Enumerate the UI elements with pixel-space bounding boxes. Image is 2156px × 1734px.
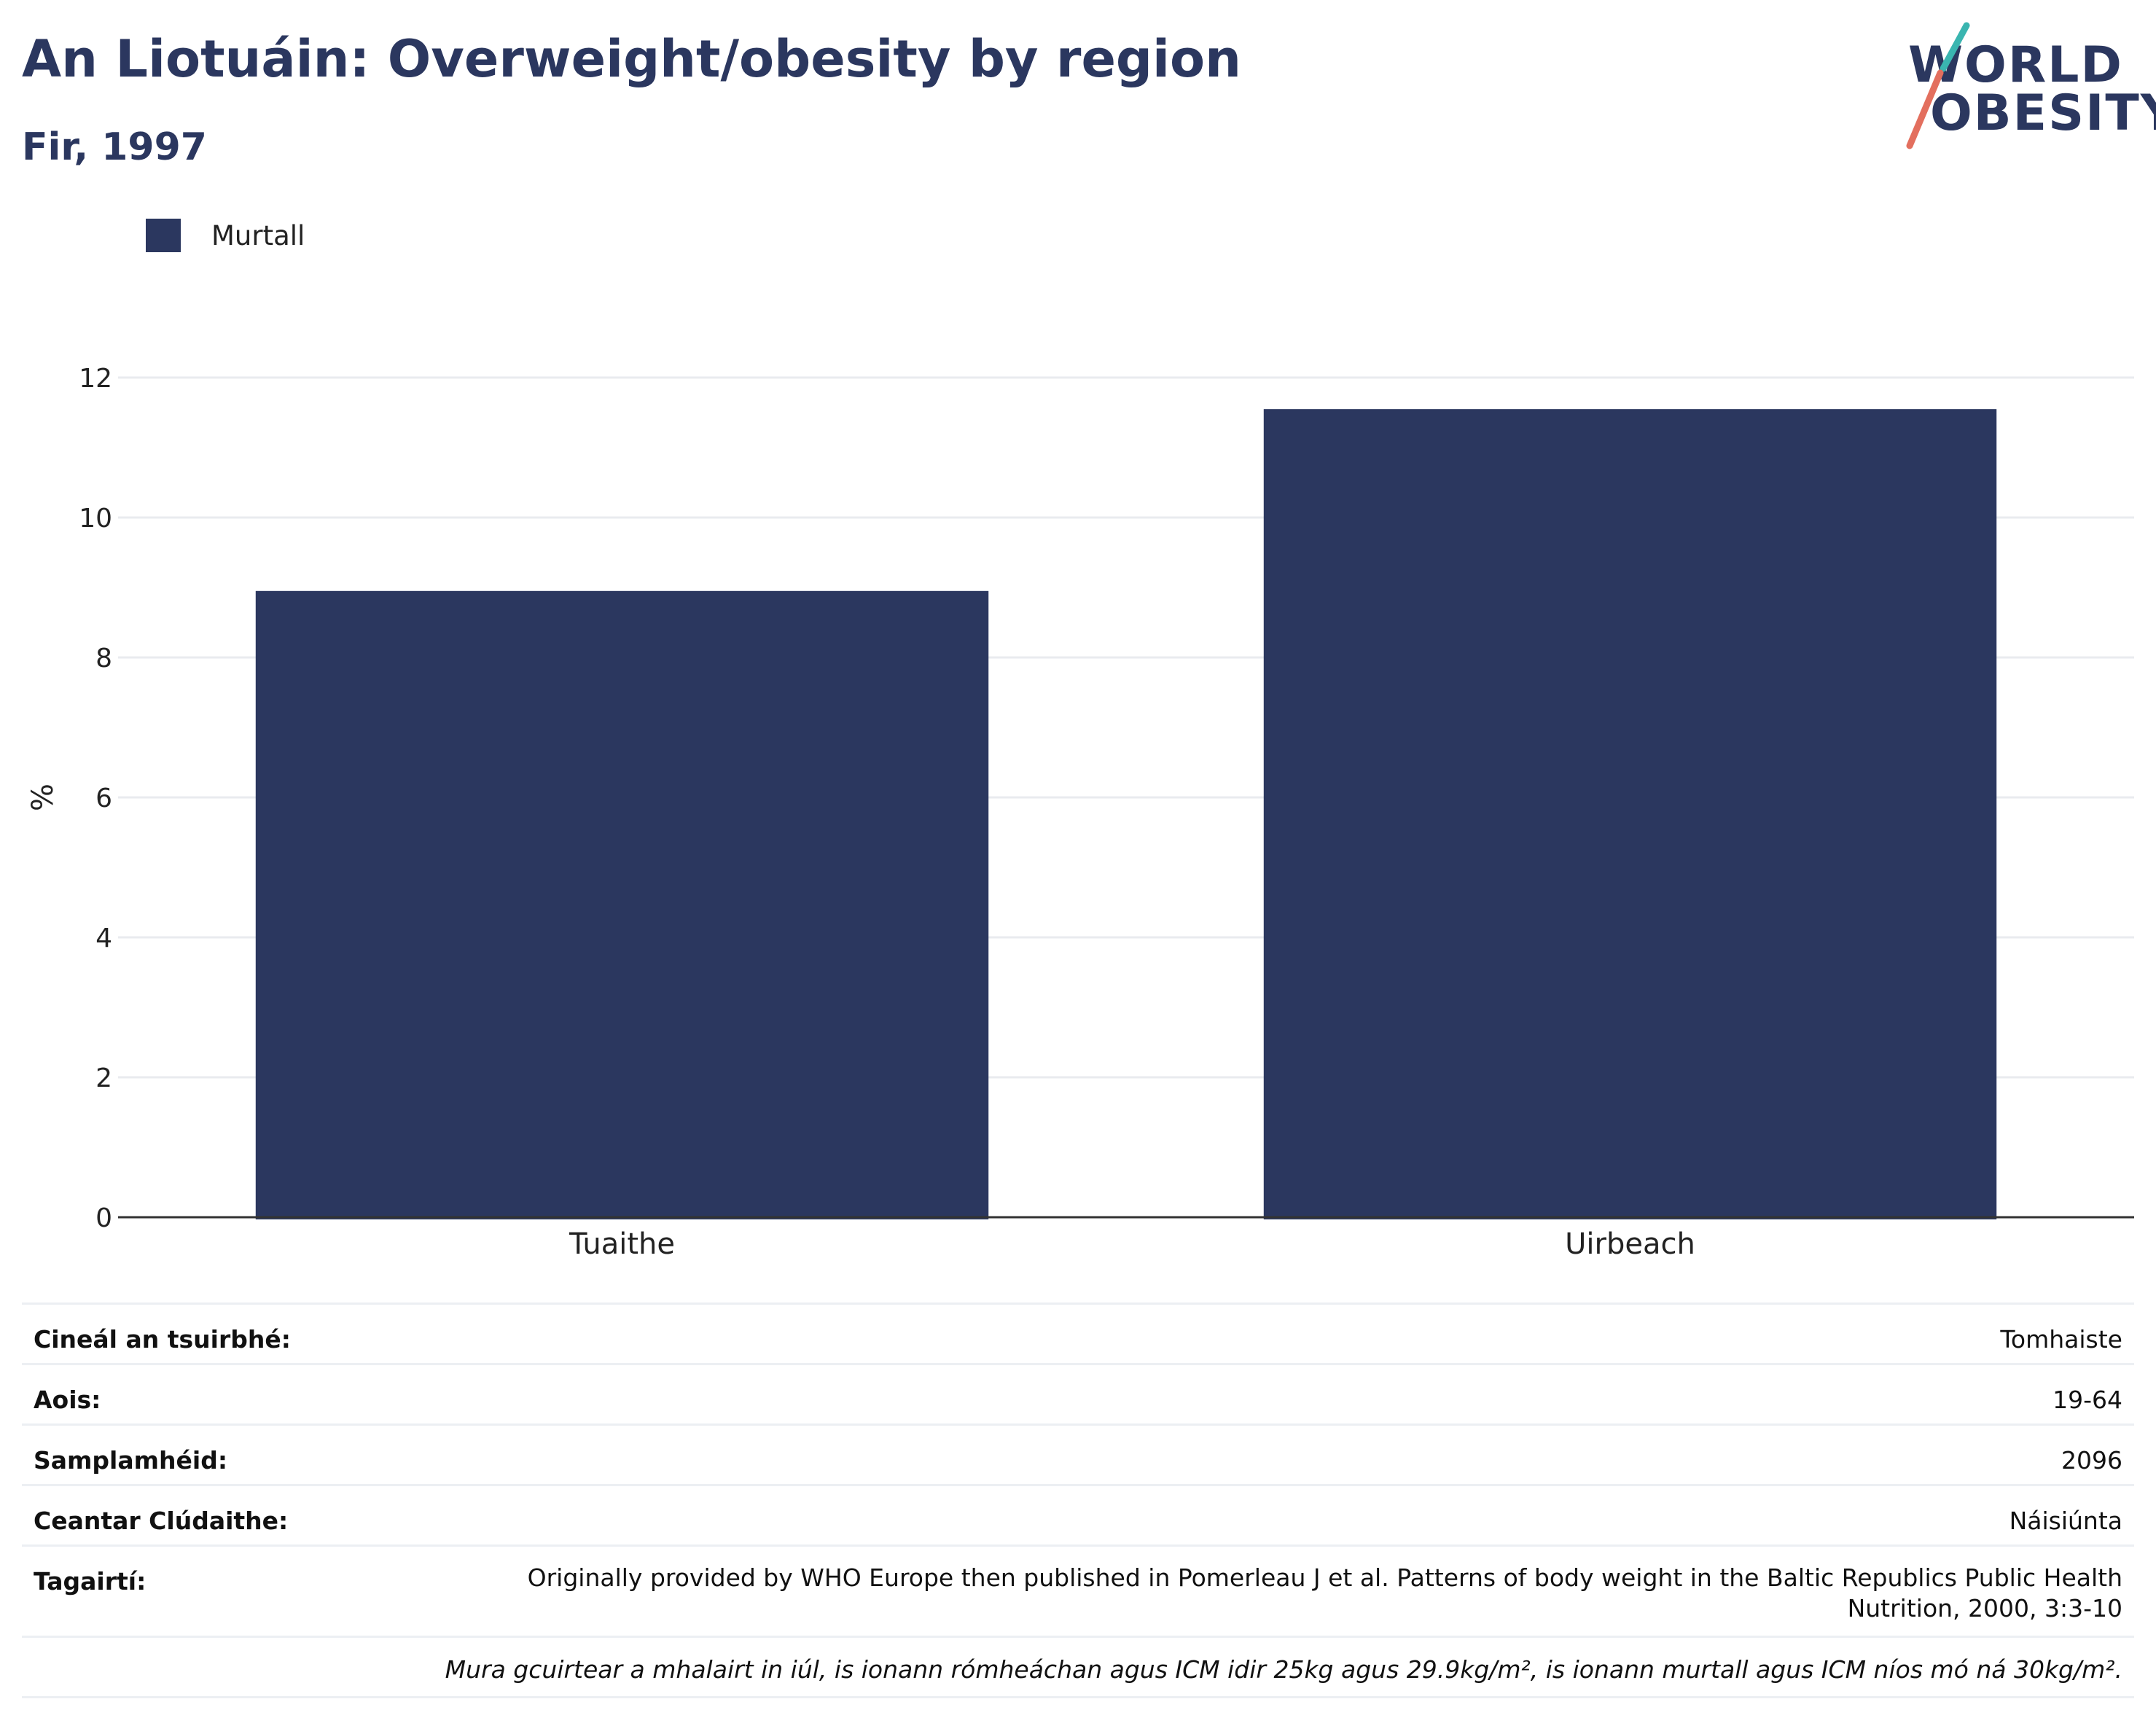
y-tick-label: 6 — [95, 784, 112, 813]
chart-subtitle: Fir, 1997 — [22, 125, 207, 169]
chart-title: An Liotuáin: Overweight/obesity by regio… — [22, 29, 1241, 89]
info-row-note: Mura gcuirtear a mhalairt in iúl, is ion… — [22, 1636, 2134, 1698]
info-label: Aois: — [34, 1386, 101, 1414]
info-label: Cineál an tsuirbhé: — [34, 1325, 291, 1354]
legend-swatch — [146, 219, 181, 252]
world-obesity-logo: WORLD OBESITY — [1888, 22, 2156, 153]
y-axis-title: % — [26, 784, 60, 811]
info-label: Tagairtí: — [34, 1567, 147, 1596]
info-value: Originally provided by WHO Europe then p… — [527, 1563, 2122, 1622]
info-value: Náisiúnta — [2009, 1507, 2122, 1535]
bar — [255, 590, 989, 1219]
y-tick-label: 8 — [95, 644, 112, 673]
logo-slash-icon — [1906, 22, 1970, 149]
legend-label: Murtall — [211, 220, 305, 251]
info-label: Samplamhéid: — [34, 1446, 228, 1475]
info-row-age: Aois: 19-64 — [22, 1363, 2134, 1423]
x-tick-label: Uirbeach — [1565, 1227, 1695, 1261]
y-tick-label: 2 — [95, 1063, 112, 1093]
y-tick-label: 12 — [79, 364, 112, 394]
info-row-survey-type: Cineál an tsuirbhé: Tomhaiste — [22, 1303, 2134, 1363]
info-row-references: Tagairtí: Originally provided by WHO Eur… — [22, 1544, 2134, 1636]
info-label: Ceantar Clúdaithe: — [34, 1507, 289, 1535]
y-tick-label: 10 — [79, 504, 112, 534]
info-value: 19-64 — [2053, 1386, 2122, 1414]
info-value: 2096 — [2061, 1446, 2122, 1475]
definition-note: Mura gcuirtear a mhalairt in iúl, is ion… — [445, 1655, 2122, 1684]
bar — [1263, 409, 1997, 1220]
info-row-area-covered: Ceantar Clúdaithe: Náisiúnta — [22, 1484, 2134, 1544]
y-tick-label: 4 — [95, 923, 112, 953]
info-row-sample-size: Samplamhéid: 2096 — [22, 1423, 2134, 1484]
info-value: Tomhaiste — [2000, 1325, 2122, 1354]
info-table: Cineál an tsuirbhé: Tomhaiste Aois: 19-6… — [22, 1303, 2134, 1698]
x-tick-label: Tuaithe — [569, 1227, 675, 1261]
bar-chart: 0 2 4 6 8 10 12 Tuaithe Uirbeach% — [26, 364, 2134, 1261]
logo-word-obesity: OBESITY — [1930, 85, 2156, 142]
y-tick-label: 0 — [95, 1203, 112, 1233]
